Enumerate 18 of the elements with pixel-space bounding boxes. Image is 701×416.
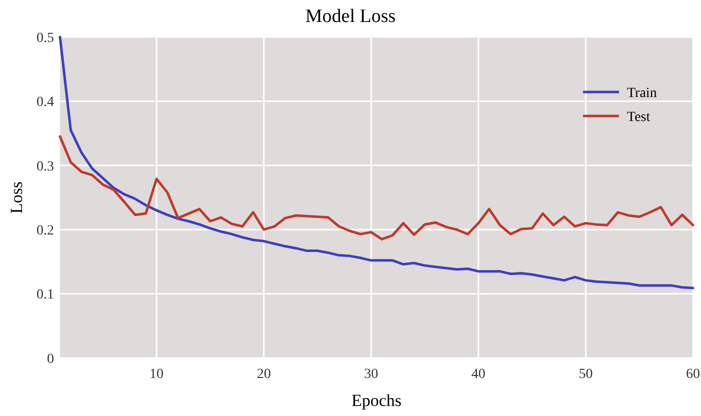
y-tick-label: 0.3 (36, 159, 54, 174)
x-tick-label: 10 (150, 367, 164, 382)
x-tick-label: 40 (471, 367, 486, 382)
legend-label: Test (627, 110, 650, 125)
y-tick-label: 0.5 (36, 30, 54, 46)
chart-title: Model Loss (305, 6, 396, 27)
line-series (58, 135, 694, 240)
x-tick-label: 30 (364, 367, 378, 382)
y-axis-title: Loss (7, 181, 26, 214)
x-axis-title: Epochs (351, 391, 402, 410)
x-tick-label: 20 (256, 367, 271, 382)
x-tick-label: 50 (578, 367, 593, 382)
y-tick-label: 0.1 (36, 288, 54, 303)
y-tick-label: 0 (47, 352, 54, 367)
x-tick-label: 60 (686, 367, 700, 382)
legend-label: Train (627, 86, 657, 101)
y-tick-label: 0.2 (36, 224, 54, 238)
y-tick-label: 0.4 (36, 95, 54, 110)
